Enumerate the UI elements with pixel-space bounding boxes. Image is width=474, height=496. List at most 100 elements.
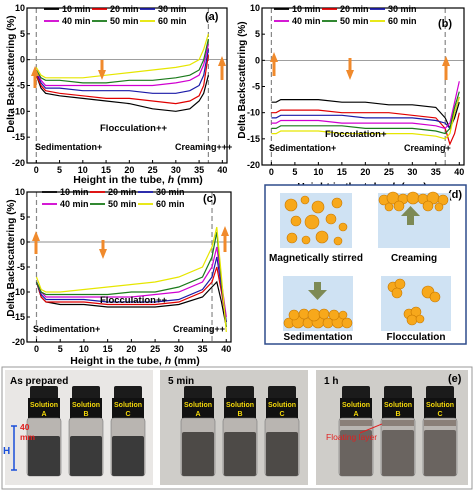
- y-tick-label: -15: [247, 134, 260, 144]
- panel-b-ticks: 0 5 10 15 20 25 30 35 40 -20 -15 -10 -5 0 5 10: [247, 3, 464, 177]
- vial-label-line2: A: [41, 411, 46, 418]
- y-tick-label: 5: [20, 212, 25, 222]
- panel-b-label: (b): [438, 18, 452, 30]
- droplet: [290, 215, 302, 227]
- vial-liquid: [70, 436, 102, 476]
- droplet: [315, 230, 329, 244]
- droplet: [341, 317, 353, 329]
- panel-b-arrow-down-mid: [346, 70, 354, 80]
- x-tick-label: 35: [198, 344, 208, 354]
- vial-label-band: [224, 398, 256, 418]
- vial-liquid: [112, 436, 144, 476]
- y-tick-label: 0: [20, 237, 25, 247]
- y-tick-label: -5: [252, 82, 260, 92]
- photo-5-min-title: 5 min: [168, 376, 194, 387]
- x-tick-label: 5: [292, 167, 297, 177]
- series-line-50-min: [35, 38, 209, 84]
- x-tick-label: 20: [126, 344, 136, 354]
- droplet: [318, 308, 330, 320]
- sedimentation-arrow-icon: [308, 282, 327, 300]
- vial-label-line1: Solution: [72, 402, 100, 409]
- droplet: [406, 191, 420, 205]
- x-tick-label: 30: [174, 344, 184, 354]
- y-tick-label: -15: [12, 312, 25, 322]
- y-tick-label: 5: [20, 29, 25, 39]
- panel-a: Delta Backscattering (%) Height in the t…: [6, 3, 232, 186]
- y-tick-label: 10: [15, 3, 25, 13]
- panel-a-annotation-creaming: Creaming+++: [175, 142, 232, 152]
- legend-label: 30 min: [158, 4, 187, 14]
- legend-label: 10 min: [292, 4, 321, 14]
- legend-label: 60 min: [156, 199, 185, 209]
- vial-floating-layer: [382, 420, 414, 426]
- droplet: [434, 202, 444, 212]
- vial-label-line2: C: [125, 411, 130, 418]
- y-tick-label: -20: [247, 160, 260, 170]
- vial-label-line2: C: [279, 411, 284, 418]
- x-tick-label: 15: [101, 165, 111, 175]
- y-tick-label: 0: [255, 55, 260, 65]
- series-line-10-min: [271, 98, 460, 130]
- vials: Solution A Solution B Solution C Solution A Solu…: [26, 386, 458, 477]
- panel-c-annotation-flocculation: Flocculation++: [100, 295, 167, 306]
- vial-liquid: [182, 432, 214, 476]
- series-line-60-min: [35, 33, 209, 79]
- vial-label-band: [182, 398, 214, 418]
- droplet: [338, 222, 348, 232]
- panel-b-arrow-up-right: [442, 56, 450, 66]
- droplet: [422, 200, 434, 212]
- height-scale-unit: mm: [20, 432, 36, 442]
- legend-label: 60 min: [388, 16, 417, 26]
- panel-d-label: (d): [448, 189, 462, 201]
- panel-c-ticks: 0 5 10 15 20 25 30 35 40 -20 -15 -10 -5 0 5 10: [12, 187, 231, 354]
- vial-label-line2: A: [195, 411, 200, 418]
- droplet: [406, 314, 418, 326]
- panel-e-photos: As prepared 5 min 1 h (e) SolutionASolut…: [1, 366, 473, 490]
- photo-as-prepared-title: As prepared: [10, 376, 68, 387]
- x-tick-label: 0: [34, 344, 39, 354]
- x-tick-label: 35: [431, 167, 441, 177]
- droplet: [429, 291, 441, 303]
- panel-b: Delta Backscattering (%) Height in the t…: [237, 3, 465, 193]
- panel-a-arrow-up-left: [31, 66, 39, 76]
- droplet: [384, 202, 394, 212]
- vial-label-band: [112, 398, 144, 418]
- x-tick-label: 35: [194, 165, 204, 175]
- vial-cap: [184, 386, 212, 400]
- panel-b-arrow-up-left: [270, 52, 278, 62]
- panel-a-label: (a): [205, 11, 219, 23]
- x-tick-label: 10: [78, 165, 88, 175]
- vial-label-line2: B: [237, 411, 242, 418]
- droplet: [325, 213, 337, 225]
- y-tick-label: -10: [12, 287, 25, 297]
- series-line-60-min: [271, 96, 460, 140]
- panel-c-ylabel: Delta Backscattering (%): [6, 199, 17, 316]
- floating-layer-label: Floating layer: [326, 432, 377, 442]
- panel-a-ylabel: Delta Backscattering (%): [6, 15, 17, 132]
- vial-label-line1: Solution: [114, 402, 142, 409]
- photo-1-h-title: 1 h: [324, 376, 338, 387]
- vial-label-line1: Solution: [342, 402, 370, 409]
- droplet: [338, 310, 348, 320]
- panel-a-legend: 10 min 20 min 30 min 40 min 50 min 60 min: [44, 4, 187, 26]
- x-tick-label: 20: [124, 165, 134, 175]
- vial-floating-layer: [340, 420, 372, 426]
- x-tick-label: 25: [384, 167, 394, 177]
- panel-b-legend: 10 min 20 min 30 min 40 min 50 min 60 min: [274, 4, 417, 26]
- series-line-20-min: [35, 54, 209, 105]
- x-tick-label: 40: [454, 167, 464, 177]
- droplet: [288, 309, 300, 321]
- caption-creaming: Creaming: [391, 253, 437, 264]
- vial-label-band: [266, 398, 298, 418]
- vial-cap: [384, 386, 412, 400]
- x-tick-label: 5: [58, 344, 63, 354]
- y-tick-label: 10: [250, 3, 260, 13]
- droplet: [311, 200, 325, 214]
- panel-c-xlabel: Height in the tube, h (mm): [70, 355, 200, 367]
- panel-c-plot: [27, 192, 231, 342]
- floating-layer-pointer: [359, 423, 383, 434]
- vial-cap: [226, 386, 254, 400]
- droplet: [301, 235, 311, 245]
- x-tick-label: 5: [57, 165, 62, 175]
- panel-a-annotation-sedimentation: Sedimentation+: [35, 142, 102, 152]
